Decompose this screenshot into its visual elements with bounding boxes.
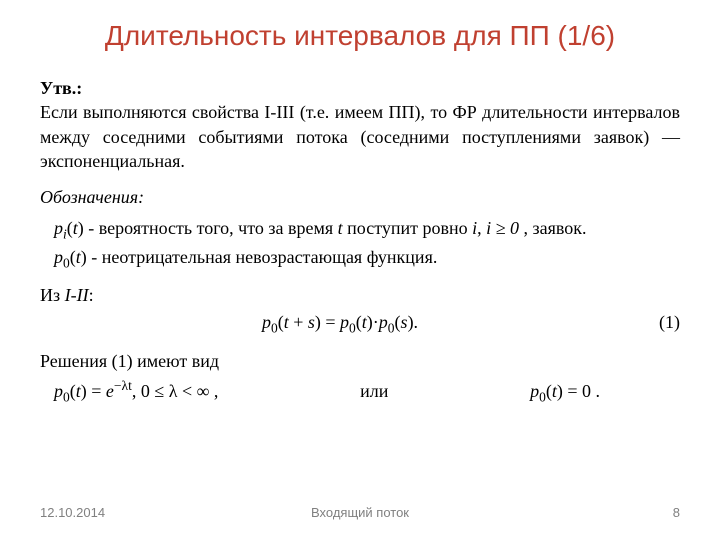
slide-title: Длительность интервалов для ПП (1/6)	[40, 20, 680, 52]
solutions-label: Решения (1) имеют вид	[40, 351, 680, 372]
def-pi: pi(t) - вероятность того, что за время t…	[54, 218, 680, 243]
solutions-row: p0(t) = e−λt, 0 ≤ λ < ∞ , или p0(t) = 0 …	[40, 378, 680, 406]
from-label: Из I-II:	[40, 285, 680, 306]
footer-center: Входящий поток	[40, 505, 680, 520]
equation-1-row: p0(t + s) = p0(t)·p0(s). (1)	[40, 312, 680, 337]
from-pre: Из	[40, 285, 65, 305]
from-post: :	[89, 285, 94, 305]
utv-label: Утв.:	[40, 78, 82, 98]
sol-left-b: , 0 ≤ λ < ∞ ,	[132, 381, 219, 401]
def-pi-tail2: , заявок.	[524, 218, 587, 238]
sol-exp: −λt	[114, 378, 132, 393]
from-roman: I-II	[65, 285, 89, 305]
def-p0-text: - неотрицательная невозрастающая функция…	[91, 247, 437, 267]
def-pi-tail: поступит ровно	[347, 218, 472, 238]
def-pi-text: - вероятность того, что за время	[88, 218, 337, 238]
solution-exp: p0(t) = e−λt, 0 ≤ λ < ∞ ,	[40, 378, 218, 406]
notation-label: Обозначения:	[40, 187, 680, 208]
statement-para: Утв.: Если выполняются свойства I-III (т…	[40, 76, 680, 173]
solution-or: или	[218, 381, 530, 402]
t-var: t	[338, 218, 343, 238]
i-var: i	[472, 218, 477, 238]
equation-1: p0(t + s) = p0(t)·p0(s).	[40, 312, 640, 337]
statement-text: Если выполняются свойства I-III (т.е. им…	[40, 102, 680, 171]
def-p0: p0(t) - неотрицательная невозрастающая ф…	[54, 247, 680, 272]
i-cond: i ≥ 0	[486, 218, 519, 238]
solution-zero: p0(t) = 0 .	[530, 381, 680, 406]
equation-1-num: (1)	[640, 312, 680, 333]
